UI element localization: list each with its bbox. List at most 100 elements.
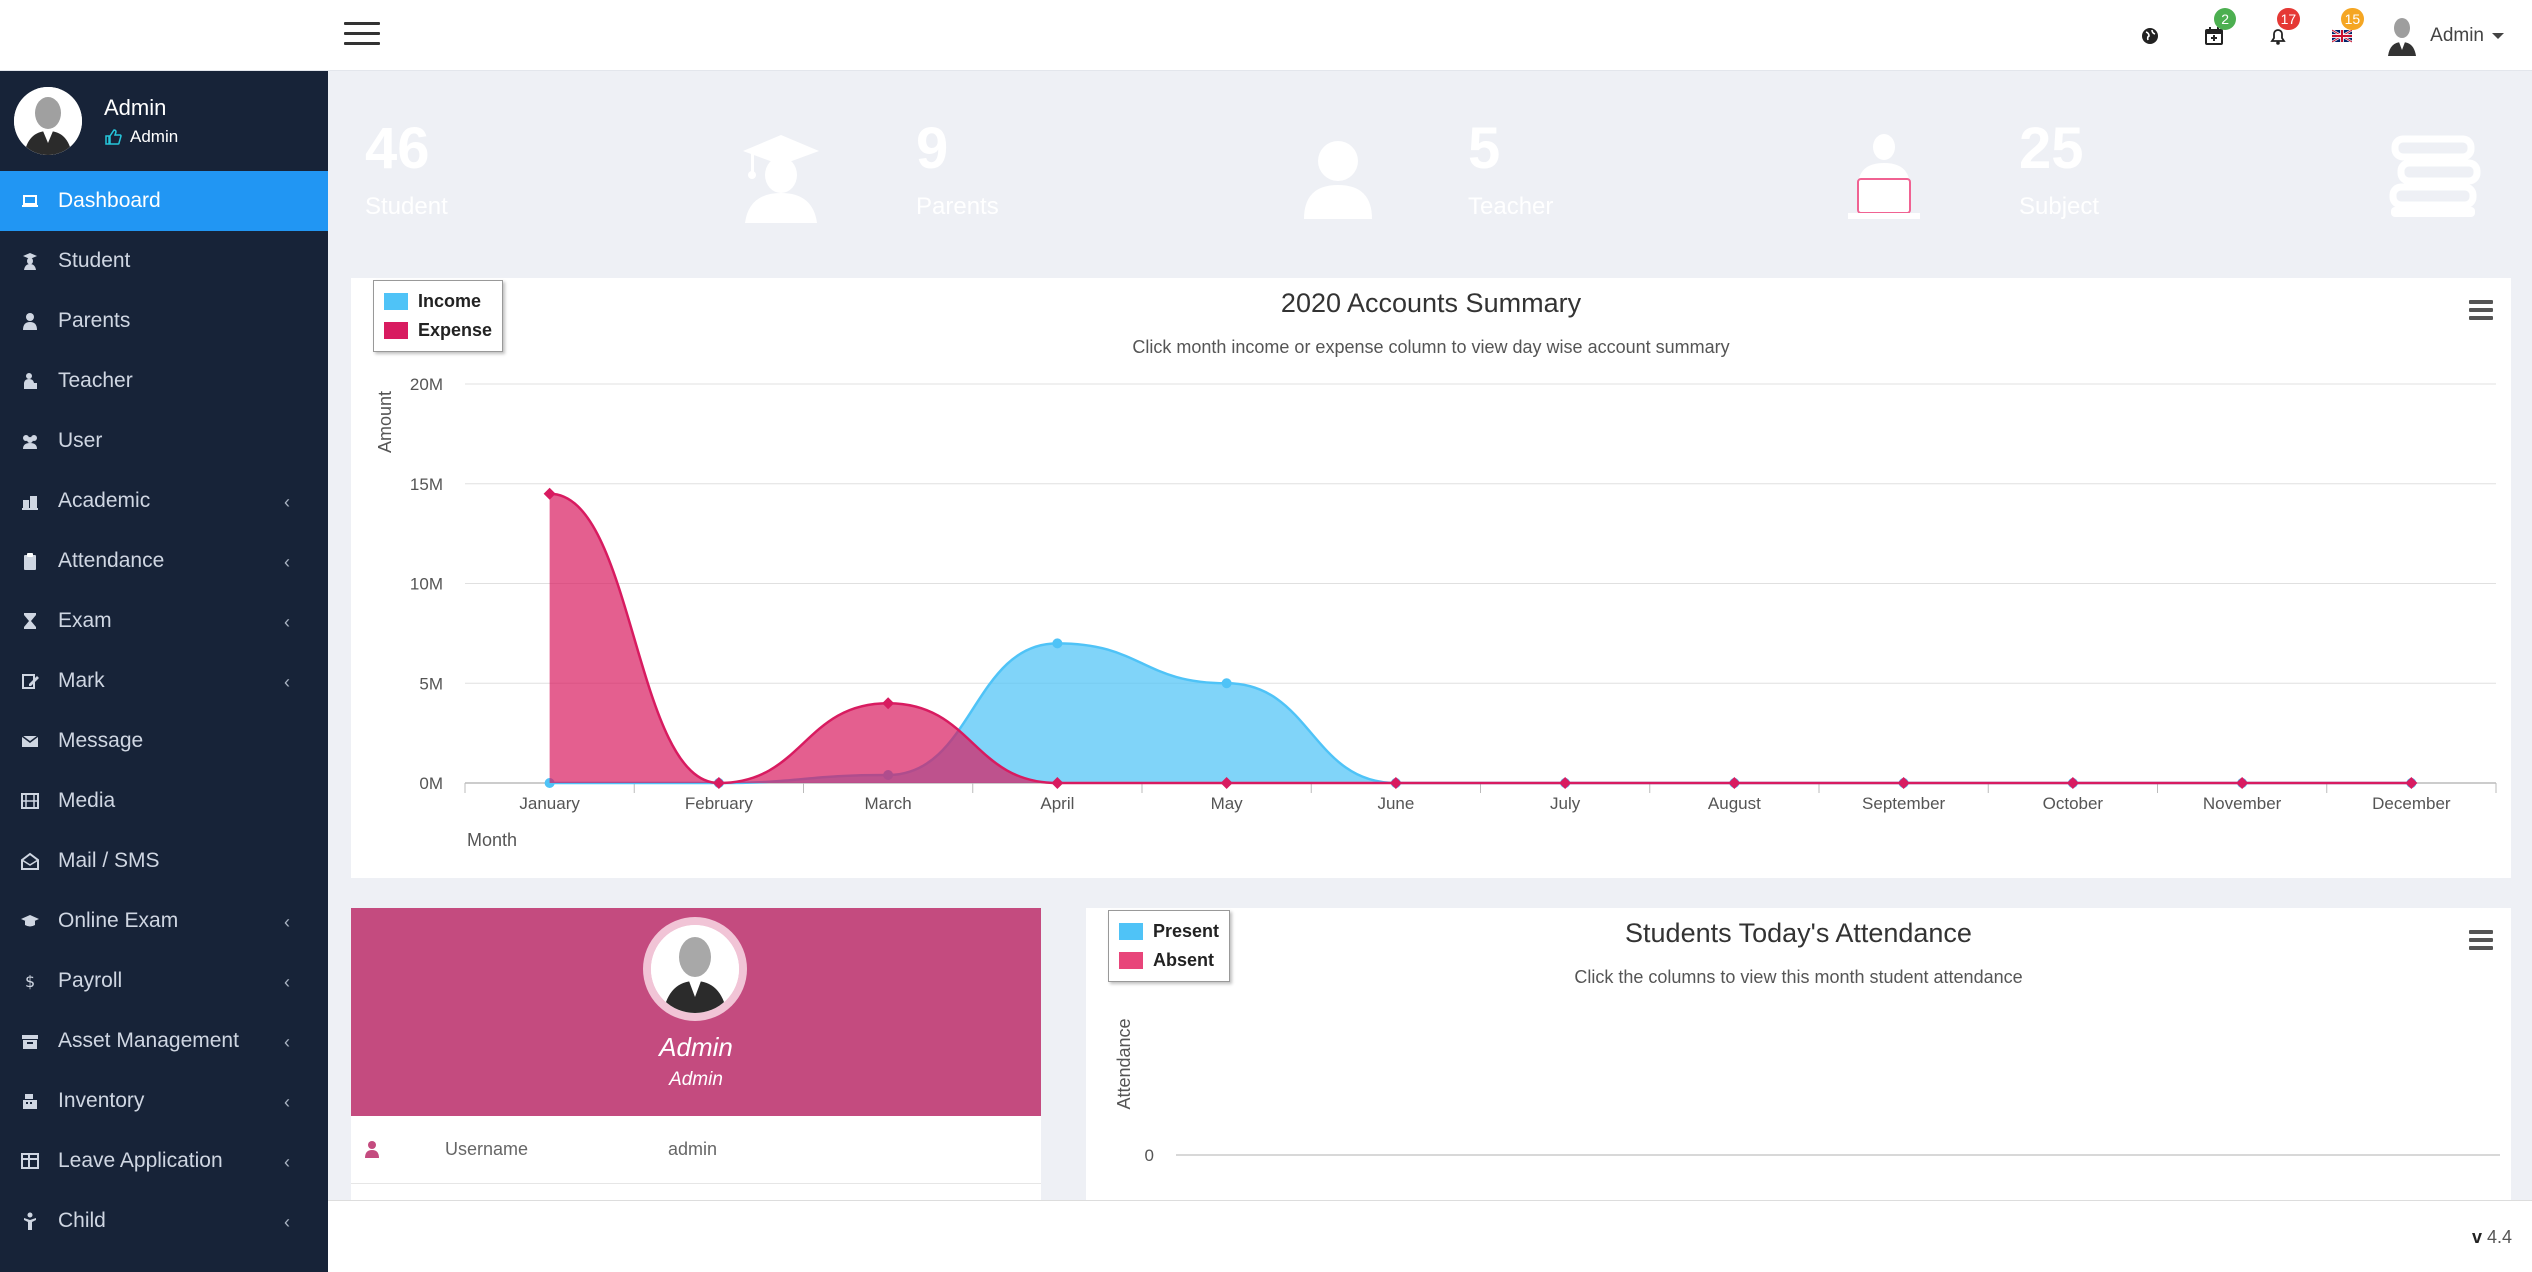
legend-swatch-present bbox=[1119, 923, 1143, 940]
parents-count-card[interactable]: 9 Parents bbox=[902, 101, 1408, 254]
archive-icon bbox=[20, 1031, 40, 1051]
thumbs-up-icon bbox=[105, 129, 122, 145]
sidebar-item-message[interactable]: Message bbox=[0, 711, 328, 771]
x-tick-label: October bbox=[2043, 794, 2104, 813]
x-axis-title: Month bbox=[467, 830, 517, 850]
teacher-label: Teacher bbox=[1468, 193, 1554, 220]
legend-label-absent: Absent bbox=[1153, 950, 1215, 970]
user-menu-dropdown[interactable]: Admin bbox=[2374, 0, 2532, 71]
y-tick-label: 15M bbox=[410, 475, 443, 494]
x-tick-label: April bbox=[1040, 794, 1074, 813]
data-point-income bbox=[1221, 678, 1232, 689]
sidebar-item-exam[interactable]: Exam ‹ bbox=[0, 591, 328, 651]
data-point-expense bbox=[2236, 777, 2249, 789]
y-axis-title: Attendance bbox=[1114, 1018, 1134, 1109]
attendance-chart-title: Students Today's Attendance bbox=[1625, 918, 1972, 948]
data-point-expense bbox=[543, 487, 556, 500]
accounts-chart-menu-button[interactable] bbox=[2469, 300, 2493, 320]
user-icon bbox=[20, 311, 40, 331]
student-icon bbox=[20, 251, 40, 271]
subject-count-card[interactable]: 25 Subject bbox=[2005, 101, 2511, 254]
sidebar-item-asset-management[interactable]: Asset Management ‹ bbox=[0, 1011, 328, 1071]
books-icon bbox=[2389, 135, 2481, 217]
teacher-count-card[interactable]: 5 Teacher bbox=[1454, 101, 1960, 254]
avatar bbox=[2388, 17, 2417, 56]
legend-item-income[interactable]: Income bbox=[384, 287, 492, 316]
users-icon bbox=[20, 431, 40, 451]
hourglass-icon bbox=[20, 611, 40, 631]
y-tick-label: 0 bbox=[1145, 1146, 1154, 1165]
sidebar-item-label: User bbox=[58, 429, 103, 452]
legend-item-absent[interactable]: Absent bbox=[1119, 946, 1219, 975]
sidebar-item-label: Online Exam bbox=[58, 909, 179, 932]
profile-detail-row: Username admin bbox=[351, 1116, 1041, 1184]
language-button[interactable]: 15 bbox=[2310, 0, 2374, 71]
chevron-left-icon: ‹ bbox=[284, 1032, 290, 1052]
top-navbar: 2 17 15 Admin bbox=[0, 0, 2532, 71]
sidebar-item-teacher[interactable]: Teacher bbox=[0, 351, 328, 411]
graduate-icon bbox=[743, 135, 819, 223]
x-tick-label: June bbox=[1377, 794, 1414, 813]
data-point-expense bbox=[2405, 777, 2418, 789]
y-tick-label: 0M bbox=[419, 774, 443, 793]
edit-icon bbox=[20, 671, 40, 691]
building-icon bbox=[20, 491, 40, 511]
sidebar-item-label: Asset Management bbox=[58, 1029, 239, 1052]
sidebar-item-label: Attendance bbox=[58, 549, 165, 572]
legend-item-expense[interactable]: Expense bbox=[384, 316, 492, 345]
sidebar-item-parents[interactable]: Parents bbox=[0, 291, 328, 351]
parents-label: Parents bbox=[916, 193, 999, 220]
profile-username-value: admin bbox=[668, 1139, 718, 1159]
avatar bbox=[651, 925, 739, 1013]
sidebar-item-dashboard[interactable]: Dashboard bbox=[0, 171, 328, 231]
y-tick-label: 20M bbox=[410, 375, 443, 394]
subject-count: 25 bbox=[2019, 116, 2084, 181]
accounts-legend: Income Expense bbox=[373, 280, 504, 352]
data-point-expense bbox=[1051, 777, 1064, 789]
user-icon bbox=[1304, 141, 1372, 219]
attendance-panel: Present Absent Students Today's Attendan… bbox=[1086, 908, 2511, 1200]
caret-down-icon bbox=[2492, 32, 2504, 39]
accounts-chart-title: 2020 Accounts Summary bbox=[1280, 288, 1582, 318]
sidebar-toggle-button[interactable] bbox=[344, 22, 380, 46]
sidebar-item-label: Media bbox=[58, 789, 116, 812]
series-area-expense bbox=[549, 493, 2412, 783]
chevron-left-icon: ‹ bbox=[284, 492, 290, 512]
attendance-chart-subtitle: Click the columns to view this month stu… bbox=[1574, 967, 2023, 987]
sidebar-item-child[interactable]: Child ‹ bbox=[0, 1191, 328, 1251]
sidebar-item-label: Leave Application bbox=[58, 1149, 223, 1172]
profile-card-role: Admin bbox=[669, 1069, 723, 1090]
sidebar-item-academic[interactable]: Academic ‹ bbox=[0, 471, 328, 531]
accounts-chart-subtitle: Click month income or expense column to … bbox=[1132, 337, 1730, 357]
sidebar-item-label: Parents bbox=[58, 309, 131, 332]
data-point-expense bbox=[1220, 777, 1233, 789]
sidebar-item-payroll[interactable]: $ Payroll ‹ bbox=[0, 951, 328, 1011]
legend-item-present[interactable]: Present bbox=[1119, 917, 1219, 946]
sidebar-item-inventory[interactable]: Inventory ‹ bbox=[0, 1071, 328, 1131]
uk-flag-icon bbox=[2332, 28, 2353, 43]
sidebar-item-user[interactable]: User bbox=[0, 411, 328, 471]
sidebar-item-student[interactable]: Student bbox=[0, 231, 328, 291]
sidebar-item-label: Student bbox=[58, 249, 131, 272]
clipboard-icon bbox=[20, 551, 40, 571]
data-point-income bbox=[1052, 638, 1063, 649]
attendance-chart-menu-button[interactable] bbox=[2469, 930, 2493, 950]
sidebar-item-mark[interactable]: Mark ‹ bbox=[0, 651, 328, 711]
data-point-expense bbox=[2066, 777, 2079, 789]
site-link-button[interactable] bbox=[2118, 0, 2182, 71]
teacher-laptop-icon bbox=[1848, 134, 1920, 219]
sidebar-item-label: Inventory bbox=[58, 1089, 145, 1112]
subject-label: Subject bbox=[2019, 193, 2100, 220]
svg-text:$: $ bbox=[25, 972, 35, 990]
sidebar-item-online-exam[interactable]: Online Exam ‹ bbox=[0, 891, 328, 951]
sidebar-item-mail-sms[interactable]: Mail / SMS bbox=[0, 831, 328, 891]
sidebar-item-leave-application[interactable]: Leave Application ‹ bbox=[0, 1131, 328, 1191]
sidebar-item-attendance[interactable]: Attendance ‹ bbox=[0, 531, 328, 591]
sidebar-profile: Admin Admin bbox=[0, 71, 328, 171]
sidebar-item-label: Dashboard bbox=[58, 189, 161, 212]
legend-swatch-absent bbox=[1119, 952, 1143, 969]
sidebar-item-media[interactable]: Media bbox=[0, 771, 328, 831]
calendar-button[interactable]: 2 bbox=[2182, 0, 2246, 71]
notifications-button[interactable]: 17 bbox=[2246, 0, 2310, 71]
student-count-card[interactable]: 46 Student bbox=[351, 101, 857, 254]
